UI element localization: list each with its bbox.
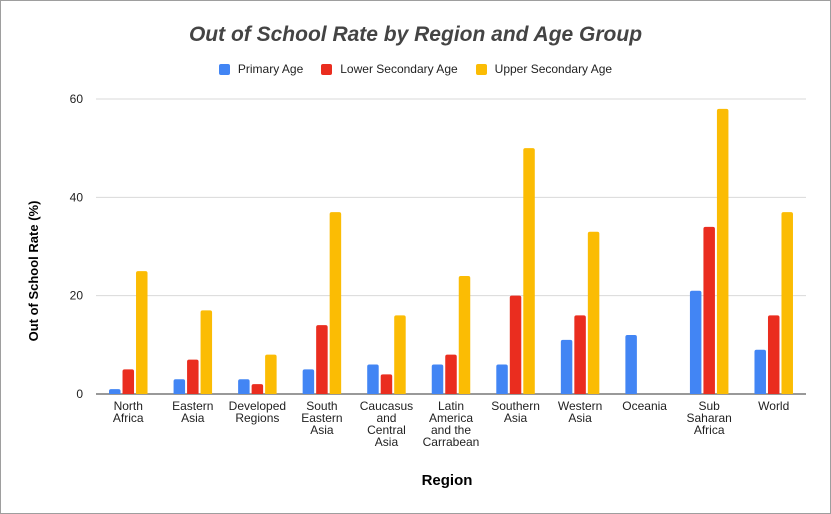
y-tick-label: 40	[70, 190, 84, 204]
x-tick-label: North Africa	[113, 399, 144, 425]
x-tick-label: World	[758, 399, 789, 413]
bar	[380, 374, 393, 394]
y-tick-label: 0	[76, 387, 83, 401]
bar	[109, 389, 121, 394]
bar	[523, 148, 535, 394]
legend-swatch-upper-secondary	[475, 63, 487, 75]
legend-label-primary: Primary Age	[237, 62, 304, 76]
bar	[122, 369, 135, 394]
chart-title: Out of School Rate by Region and Age Gro…	[188, 23, 643, 46]
bar	[574, 315, 586, 394]
bar	[187, 359, 199, 394]
bar	[496, 364, 508, 394]
legend-swatch-lower-secondary	[321, 63, 333, 75]
bar	[329, 212, 342, 394]
x-tick-label: Oceania	[622, 399, 667, 413]
y-tick-label: 60	[70, 92, 84, 106]
x-tick-label: Southern Asia	[491, 399, 540, 425]
x-tick-label: Caucasus and Central Asia	[360, 399, 413, 449]
bar	[200, 310, 213, 394]
bar	[445, 354, 457, 394]
bar	[136, 271, 148, 394]
bar	[251, 384, 264, 394]
y-tick-label: 20	[70, 289, 84, 303]
bar	[781, 212, 793, 394]
bar	[689, 290, 702, 394]
bar	[431, 364, 444, 394]
bar	[767, 315, 780, 394]
bar	[625, 335, 637, 394]
bar	[703, 226, 715, 394]
bar	[458, 276, 471, 394]
legend-item-lower-secondary: Lower Secondary Age	[321, 62, 458, 76]
bar	[587, 231, 600, 394]
legend-item-upper-secondary: Upper Secondary Age	[475, 62, 613, 76]
x-tick-label: South Eastern Asia	[301, 399, 342, 437]
legend-swatch-primary	[218, 63, 230, 75]
bar	[173, 379, 186, 394]
bar	[560, 339, 573, 394]
bar	[316, 325, 328, 394]
bar	[754, 349, 766, 394]
bar	[367, 364, 379, 394]
legend: Primary Age Lower Secondary Age Upper Se…	[1, 62, 830, 76]
x-tick-label: Developed Regions	[229, 399, 286, 425]
legend-label-lower-secondary: Lower Secondary Age	[340, 62, 458, 76]
legend-item-primary: Primary Age	[218, 62, 304, 76]
bar	[394, 315, 406, 394]
x-tick-label: Eastern Asia	[172, 399, 213, 425]
y-axis-title: Out of School Rate (%)	[26, 201, 41, 342]
legend-label-upper-secondary: Upper Secondary Age	[494, 62, 613, 76]
bar	[265, 354, 277, 394]
bar	[238, 379, 250, 394]
x-tick-label: Sub Saharan Africa	[686, 399, 731, 437]
bar	[302, 369, 315, 394]
bar	[509, 295, 522, 394]
x-tick-label: Latin America and the Carrabean	[423, 399, 480, 449]
bar	[716, 108, 729, 394]
x-tick-label: Western Asia	[558, 399, 602, 425]
x-axis-title: Region	[422, 472, 473, 489]
